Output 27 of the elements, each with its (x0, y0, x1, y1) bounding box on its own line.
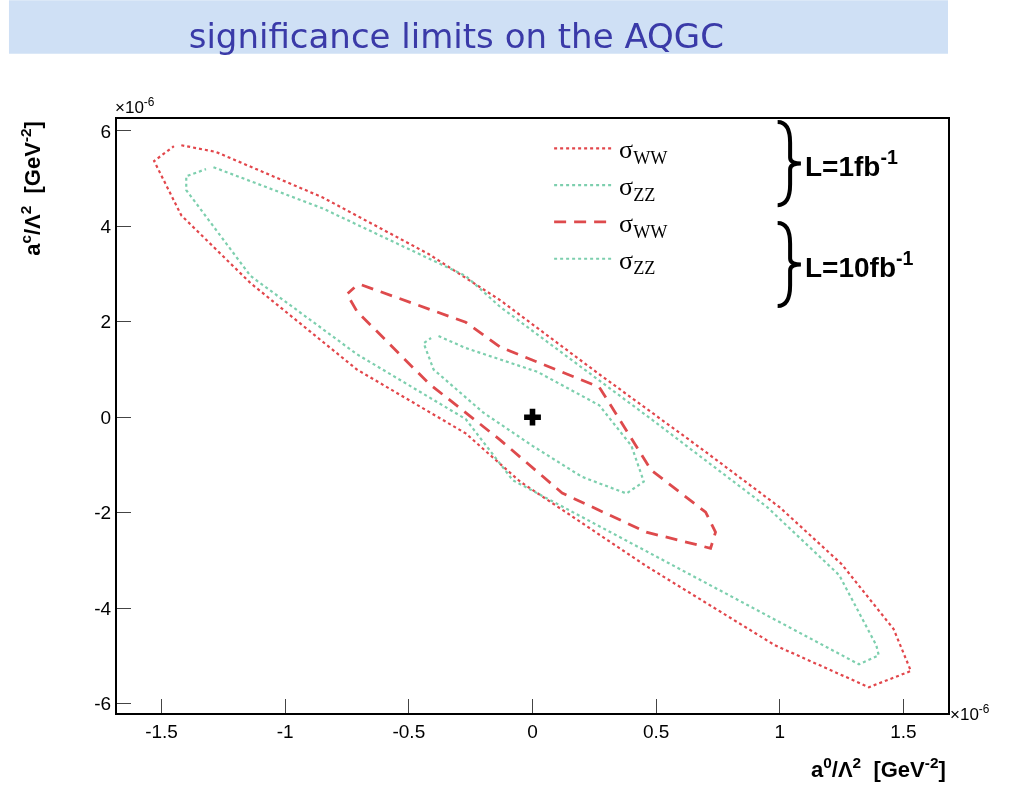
legend-label: σ$_{ZZ}$ (619, 172, 656, 205)
line-series (422, 334, 645, 495)
y-tick-label: 6 (100, 120, 112, 142)
y-tick-label: -4 (94, 597, 112, 619)
line-series (153, 144, 912, 689)
x-tick-label: -0.5 (392, 720, 426, 742)
y-tick-label: 0 (100, 406, 112, 428)
legend-label: σ$_{WW}$ (619, 209, 669, 242)
annotation: L=1fb$^{-1}$ (805, 146, 898, 182)
text: ×10$^{-6}$ (950, 702, 990, 725)
legend-label: σ$_{WW}$ (619, 135, 669, 168)
x-axis-title: a$^{0}$/Λ$^{2}$ [GeV$^{-2}$] (811, 754, 946, 783)
annotation: L=10fb$^{-1}$ (805, 247, 914, 283)
y-tick-label: -6 (94, 693, 112, 715)
y-tick-label: -2 (94, 502, 112, 524)
chart-title: significance limits on the AQGC (188, 15, 724, 56)
x-tick-label: 0 (527, 720, 538, 742)
x-tick-label: 1 (774, 720, 786, 742)
text: ×10$^{-6}$ (115, 95, 155, 118)
y-tick-label: 4 (100, 216, 112, 237)
x-tick-label: 0.5 (642, 720, 670, 742)
line-series (345, 283, 717, 550)
legend-label: σ$_{ZZ}$ (619, 245, 656, 279)
y-tick-label: 2 (100, 311, 112, 333)
x-tick-label: 1.5 (890, 720, 917, 742)
x-tick-label: -1 (276, 720, 294, 742)
x-tick-label: -1.5 (145, 720, 178, 742)
